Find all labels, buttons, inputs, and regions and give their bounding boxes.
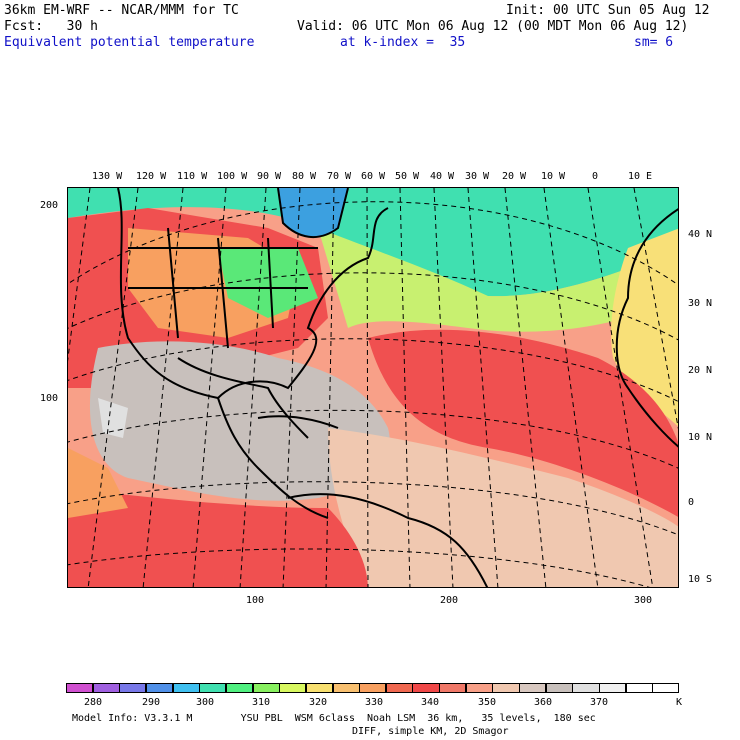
coast-central-america (217, 397, 329, 519)
colorbar-tick: 280 (84, 697, 103, 708)
coast-north-america (117, 188, 389, 400)
valid-time: Valid: 06 UTC Mon 06 Aug 12 (00 MDT Mon … (297, 19, 689, 34)
colorbar-swatch (545, 683, 573, 693)
colorbar-swatch (599, 683, 627, 693)
model-info: Model Info: V3.3.1 M YSU PBL WSM 6class … (72, 713, 596, 724)
colorbar-swatch (66, 683, 94, 693)
lon-label: 90 W (257, 171, 282, 182)
lat-label: 10 S (688, 574, 713, 585)
colorbar-swatch (359, 683, 387, 693)
field-atlantic-red (368, 329, 678, 517)
graticule (68, 188, 678, 587)
coast-gulf (177, 357, 309, 439)
colorbar-tick: 340 (421, 697, 440, 708)
coast-cuba (257, 415, 339, 429)
model-info-line2: DIFF, simple KM, 2D Smagor (352, 726, 509, 737)
colorbar-tick: 330 (365, 697, 384, 708)
colorbar-swatch (572, 683, 600, 693)
colorbar-tick: 310 (252, 697, 271, 708)
lon-label: 120 W (136, 171, 167, 182)
model-title: 36km EM-WRF -- NCAR/MMM for TC (4, 3, 239, 18)
map-canvas (68, 188, 678, 587)
smoothing-value: sm= 6 (634, 35, 674, 50)
lon-label: 20 W (502, 171, 527, 182)
colorbar-tick: 290 (142, 697, 161, 708)
colorbar-tick: 370 (590, 697, 609, 708)
lon-label: 70 W (327, 171, 352, 182)
colorbar-swatch (385, 683, 413, 693)
lat-label: 0 (688, 497, 695, 508)
field-lakes-green (218, 248, 318, 318)
colorbar-swatch (332, 683, 360, 693)
lat-label: 20 N (688, 365, 713, 376)
colorbar-tick: 350 (478, 697, 497, 708)
coastlines (117, 188, 678, 587)
colorbar-swatch (199, 683, 227, 693)
colorbar-unit: K (676, 697, 683, 708)
lat-label: 30 N (688, 298, 713, 309)
colorbar-swatch (625, 683, 653, 693)
grid-x-label: 100 (246, 595, 265, 606)
colorbar-swatch (145, 683, 174, 693)
lon-label: 60 W (361, 171, 386, 182)
colorbar-swatch (119, 683, 147, 693)
lon-label: 40 W (430, 171, 455, 182)
field-samerica-red (68, 488, 368, 587)
forecast-hour: Fcst: 30 h (4, 19, 98, 34)
colorbar-swatch (412, 683, 440, 693)
field-name: Equivalent potential temperature (4, 35, 255, 50)
colorbar-swatch (465, 683, 493, 693)
lon-label: 10 E (628, 171, 653, 182)
coast-south-america (287, 493, 489, 587)
coast-greenland (277, 188, 349, 239)
lon-label: 30 W (465, 171, 490, 182)
coast-europe-africa (615, 208, 678, 448)
field-gulf-gray (89, 341, 390, 501)
colorbar-tick: 300 (196, 697, 215, 708)
colorbar-swatch (492, 683, 520, 693)
field-mexico-lightgray (98, 398, 128, 438)
colorbar-tick: 320 (309, 697, 328, 708)
lon-label: 130 W (92, 171, 123, 182)
grid-x-label: 200 (440, 595, 459, 606)
init-time: Init: 00 UTC Sun 05 Aug 12 (506, 3, 710, 18)
colorbar-swatch (225, 683, 254, 693)
field-atlantic-tan (328, 428, 678, 587)
lon-label: 0 (592, 171, 599, 182)
theta-e-map (67, 187, 679, 588)
colorbar-swatch (519, 683, 547, 693)
lon-label: 50 W (395, 171, 420, 182)
lon-label: 80 W (292, 171, 317, 182)
grid-x-label: 300 (634, 595, 653, 606)
colorbar-swatch (172, 683, 200, 693)
colorbar-swatch (439, 683, 467, 693)
level-index: at k-index = 35 (340, 35, 466, 50)
colorbar-swatch (305, 683, 333, 693)
grid-y-label: 200 (40, 200, 59, 211)
grid-y-label: 100 (40, 393, 59, 404)
coast-us-states (128, 227, 318, 349)
colorbar-swatch (252, 683, 280, 693)
colorbar-swatch (92, 683, 120, 693)
colorbar-swatch (652, 683, 680, 693)
colorbar-swatch (279, 683, 307, 693)
lat-label: 10 N (688, 432, 713, 443)
lon-label: 110 W (177, 171, 208, 182)
lon-label: 10 W (541, 171, 566, 182)
lon-label: 100 W (217, 171, 248, 182)
field-pacific-orange (68, 448, 128, 518)
colorbar-tick: 360 (534, 697, 553, 708)
lat-label: 40 N (688, 229, 713, 240)
field-green-band (318, 228, 678, 332)
field-greenland-cold (278, 188, 348, 238)
